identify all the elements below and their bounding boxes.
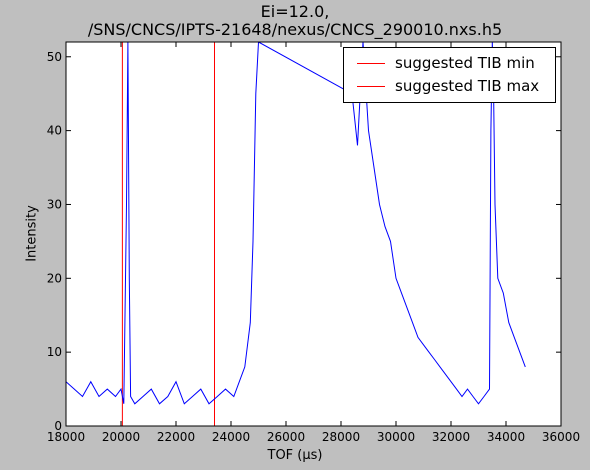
x-tick-label-9: 36000 [542, 430, 580, 444]
x-tick-label-3: 24000 [212, 430, 250, 444]
chart-title-line-2: /SNS/CNCS/IPTS-21648/nexus/CNCS_290010.n… [87, 20, 503, 39]
x-axis-label: TOF (μs) [267, 448, 323, 463]
chart-title-line-1: Ei=12.0, [260, 2, 330, 21]
legend-swatch-tib-min [357, 63, 385, 64]
x-tick-label-5: 28000 [322, 430, 360, 444]
legend-swatch-tib-max [357, 86, 385, 87]
x-tick-label-1: 20000 [102, 430, 140, 444]
plot-area [66, 42, 561, 426]
legend-item-tib-max: suggested TIB max [344, 75, 555, 97]
y-tick-label-5: 50 [47, 50, 62, 64]
plot-frame [65, 41, 562, 427]
legend-item-tib-min: suggested TIB min [344, 52, 555, 74]
x-tick-label-0: 18000 [47, 430, 85, 444]
legend: suggested TIB min suggested TIB max [343, 47, 556, 103]
legend-label-tib-max: suggested TIB max [395, 77, 540, 95]
y-tick-label-2: 20 [47, 271, 62, 285]
x-tick-label-4: 26000 [267, 430, 305, 444]
legend-label-tib-min: suggested TIB min [395, 54, 535, 72]
vline-layer [121, 42, 215, 426]
x-tick-label-7: 32000 [432, 430, 470, 444]
y-axis-label: Intensity [24, 205, 40, 262]
x-tick-label-8: 34000 [487, 430, 525, 444]
x-tick-label-2: 22000 [157, 430, 195, 444]
x-tick-label-6: 30000 [377, 430, 415, 444]
y-tick-label-3: 30 [47, 197, 62, 211]
tick-layer: 18000 20000 22000 24000 26000 28000 30000 32000… [47, 42, 580, 444]
y-tick-label-1: 10 [47, 345, 62, 359]
y-tick-label-0: 0 [54, 419, 62, 433]
y-tick-label-4: 40 [47, 124, 62, 138]
